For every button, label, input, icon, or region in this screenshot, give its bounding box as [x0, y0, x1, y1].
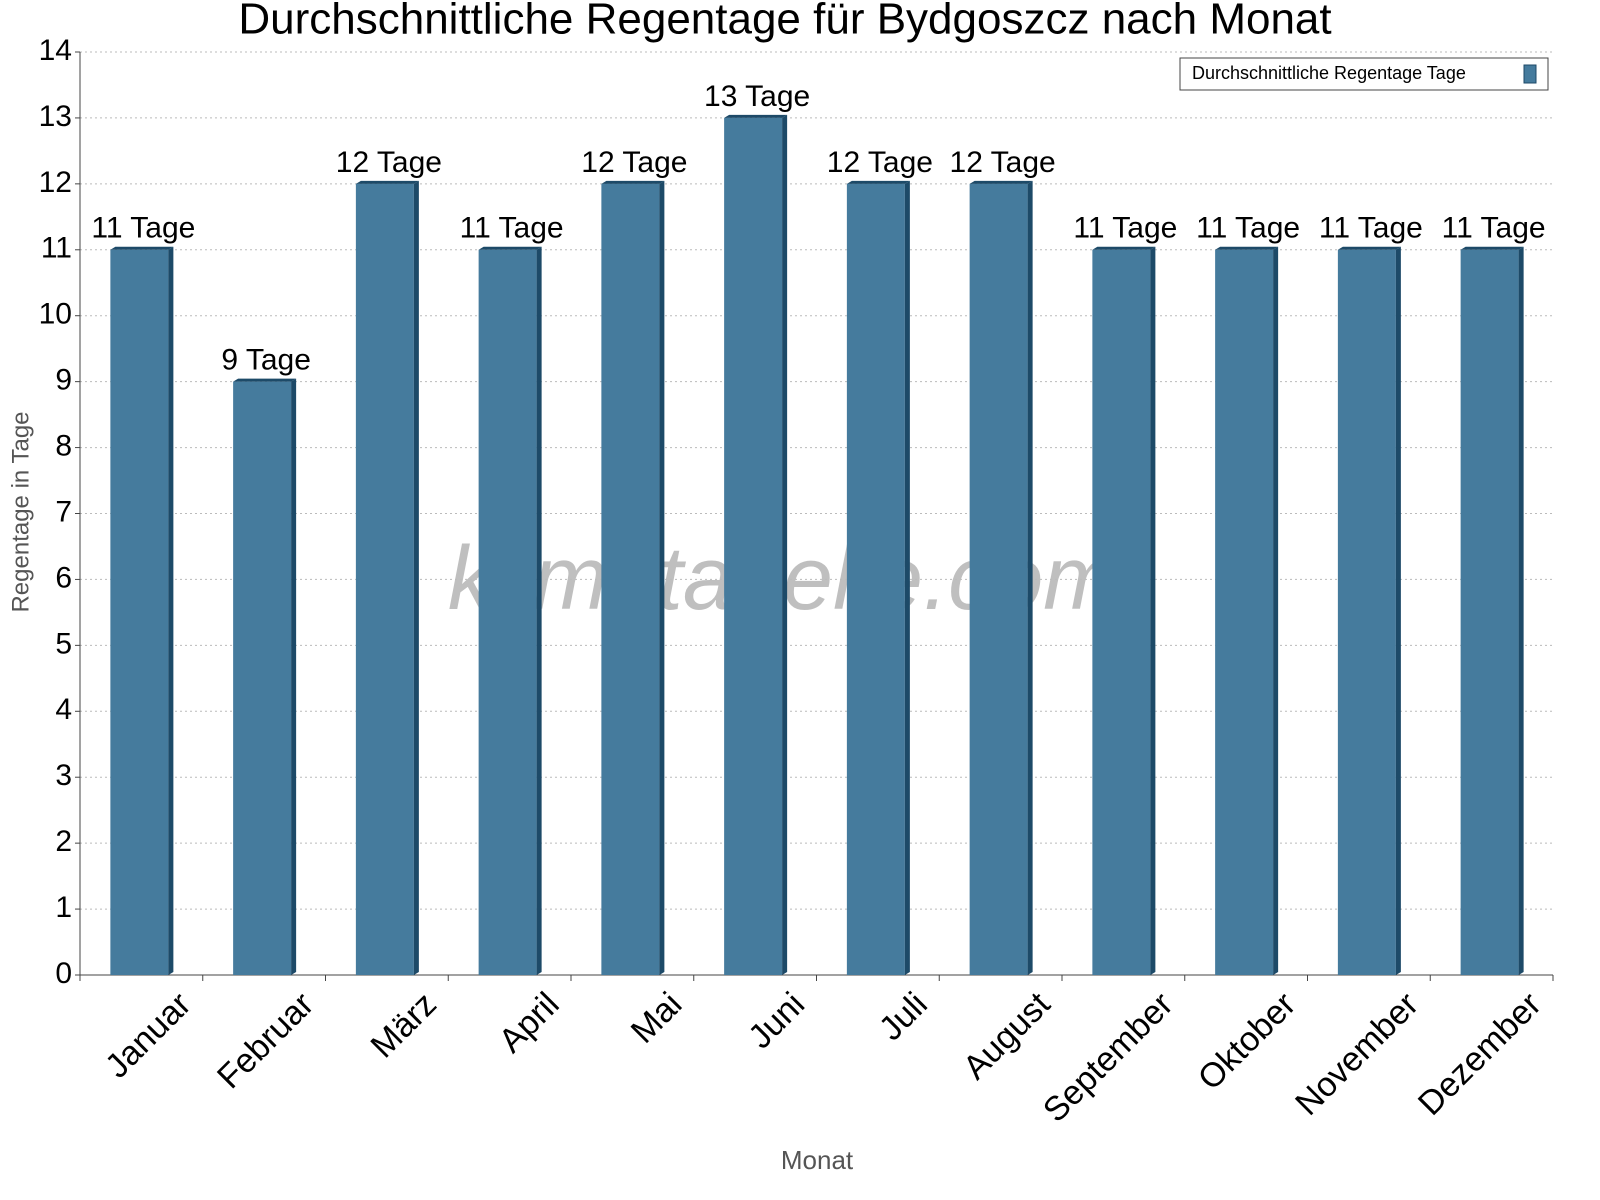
y-tick-label: 13 [39, 100, 72, 133]
bar-top [969, 180, 1033, 184]
bar [355, 183, 414, 975]
x-tick-label: Dezember [1411, 985, 1549, 1123]
bar-side [1027, 180, 1033, 975]
bar-top [478, 246, 542, 250]
bar-side [782, 114, 788, 975]
x-tick-label: November [1288, 985, 1426, 1123]
bar-top [110, 246, 174, 250]
bar-side [1273, 246, 1279, 976]
y-tick-label: 14 [39, 34, 72, 67]
value-label: 11 Tage [1442, 212, 1546, 245]
x-tick-label: Oktober [1191, 985, 1303, 1097]
bar-side [413, 180, 419, 975]
value-label: 12 Tage [827, 146, 933, 179]
y-tick-label: 1 [55, 891, 72, 924]
value-label: 11 Tage [460, 212, 564, 245]
value-label: 9 Tage [221, 344, 311, 377]
bar [846, 183, 905, 975]
y-tick-label: 12 [39, 166, 72, 199]
x-tick-label: Januar [98, 985, 198, 1085]
bar-top [601, 180, 665, 184]
bar-top [724, 114, 788, 118]
value-label: 11 Tage [91, 212, 195, 245]
bar-side [659, 180, 665, 975]
x-tick-label: Juni [741, 985, 812, 1056]
y-tick-label: 11 [41, 232, 72, 265]
y-tick-label: 4 [55, 693, 72, 726]
y-tick-label: 9 [55, 364, 72, 397]
value-label: 11 Tage [1319, 212, 1423, 245]
y-tick-label: 6 [55, 561, 72, 594]
value-label: 13 Tage [704, 80, 810, 113]
bar-top [1337, 246, 1401, 250]
bar [110, 249, 169, 976]
bar [1092, 249, 1151, 976]
x-tick-label: Mai [624, 985, 690, 1051]
bar-side [1395, 246, 1401, 976]
x-tick-label: Juli [872, 985, 935, 1048]
bar-top [1092, 246, 1156, 250]
bar-side [291, 378, 297, 976]
bar [969, 183, 1028, 975]
y-tick-label: 0 [55, 957, 72, 990]
bar-top [1215, 246, 1279, 250]
bar-side [1150, 246, 1156, 976]
y-tick-label: 8 [55, 429, 72, 462]
x-tick-label: Februar [210, 985, 321, 1096]
bar-side [904, 180, 910, 975]
bar [1460, 249, 1519, 976]
chart-title: Durchschnittliche Regentage für Bydgoszc… [238, 0, 1331, 44]
bar-side [1518, 246, 1524, 976]
value-label: 11 Tage [1073, 212, 1177, 245]
value-label: 11 Tage [1196, 212, 1300, 245]
bar [233, 381, 292, 976]
legend-swatch [1523, 64, 1537, 84]
y-tick-label: 7 [55, 495, 72, 528]
legend-box [1179, 57, 1549, 91]
bar [1215, 249, 1274, 976]
y-tick-label: 3 [55, 759, 72, 792]
x-axis-label: Monat [781, 1145, 854, 1175]
x-tick-label: September [1036, 985, 1180, 1129]
x-tick-label: August [956, 985, 1058, 1087]
legend-label: Durchschnittliche Regentage Tage [1192, 63, 1466, 83]
bar-side [168, 246, 174, 976]
bar-top [1460, 246, 1524, 250]
bar-top [233, 378, 297, 382]
y-tick-label: 5 [55, 627, 72, 660]
x-tick-label: März [364, 985, 444, 1065]
value-label: 12 Tage [581, 146, 687, 179]
bar [724, 117, 783, 975]
bar [478, 249, 537, 976]
value-label: 12 Tage [336, 146, 442, 179]
x-tick-label: April [492, 985, 567, 1060]
bar [1337, 249, 1396, 976]
y-tick-label: 2 [55, 825, 72, 858]
value-label: 12 Tage [950, 146, 1056, 179]
bar [601, 183, 660, 975]
y-tick-label: 10 [39, 298, 72, 331]
bar-side [536, 246, 542, 976]
bar-top [355, 180, 419, 184]
bar-top [846, 180, 910, 184]
y-axis-label: Regentage in Tage [7, 411, 34, 612]
